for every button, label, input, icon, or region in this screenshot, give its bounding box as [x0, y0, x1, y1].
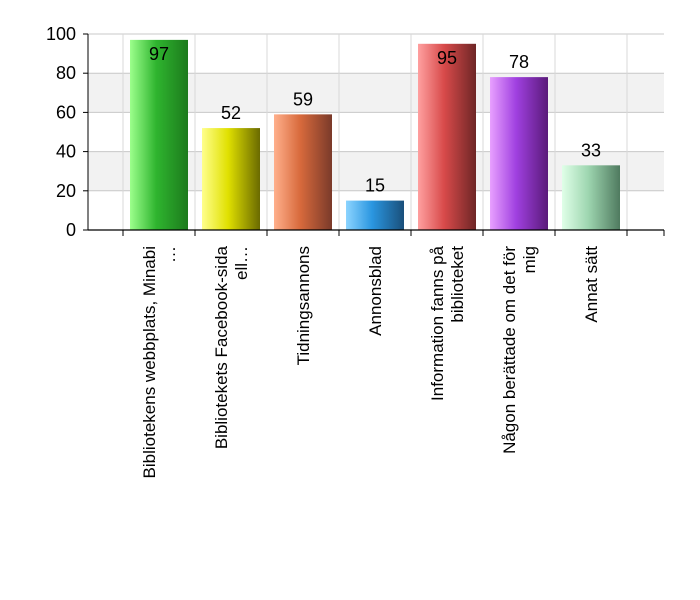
bars: [130, 39, 620, 231]
category-label-line: …: [160, 246, 179, 263]
category-label-line: mig: [520, 246, 539, 273]
category-label: Information fanns på biblioteket: [428, 245, 467, 401]
category-label: Tidningsannons: [294, 246, 313, 365]
y-tick-label: 0: [66, 220, 76, 240]
bar: [418, 43, 476, 230]
data-label: 95: [437, 48, 457, 68]
category-label: Annat sätt: [582, 246, 601, 323]
bar: [202, 128, 260, 230]
data-label: 59: [293, 89, 313, 109]
category-label-line: Bibliotekens webbplats, Minabi: [140, 246, 159, 478]
data-label: 78: [509, 52, 529, 72]
bar: [562, 165, 620, 230]
y-axis-ticks: 0 20 40 60 80 100: [46, 24, 88, 240]
bar: [274, 114, 332, 230]
category-label: Någon berättade om det för mig: [500, 246, 539, 454]
category-label-line: Annat sätt: [582, 246, 601, 323]
category-label-line: Tidningsannons: [294, 246, 313, 365]
category-label-line: Bibliotekets Facebook-sida: [212, 245, 231, 449]
y-tick-label: 100: [46, 24, 76, 44]
axes: [87, 34, 665, 236]
bar: [130, 39, 188, 230]
bar: [490, 77, 548, 231]
data-label: 33: [581, 140, 601, 160]
y-tick-label: 20: [56, 181, 76, 201]
data-labels: 97 52 59 15 95 78 33: [149, 44, 601, 196]
category-label-line: ell…: [232, 246, 251, 280]
category-label-line: biblioteket: [448, 246, 467, 323]
y-tick-label: 80: [56, 63, 76, 83]
category-label-line: Annonsblad: [366, 246, 385, 336]
category-label: Bibliotekets Facebook-sida ell…: [212, 245, 251, 449]
bar: [346, 200, 404, 230]
category-label-line: Någon berättade om det för: [500, 246, 519, 454]
category-label: Bibliotekens webbplats, Minabi…: [140, 246, 179, 478]
category-label-line: Information fanns på: [428, 245, 447, 401]
data-label: 97: [149, 44, 169, 64]
category-labels: Bibliotekens webbplats, Minabi… Bibliotek…: [140, 245, 601, 478]
data-label: 15: [365, 176, 385, 196]
category-label: Annonsblad: [366, 246, 385, 336]
y-tick-label: 40: [56, 142, 76, 162]
data-label: 52: [221, 103, 241, 123]
y-tick-label: 60: [56, 102, 76, 122]
